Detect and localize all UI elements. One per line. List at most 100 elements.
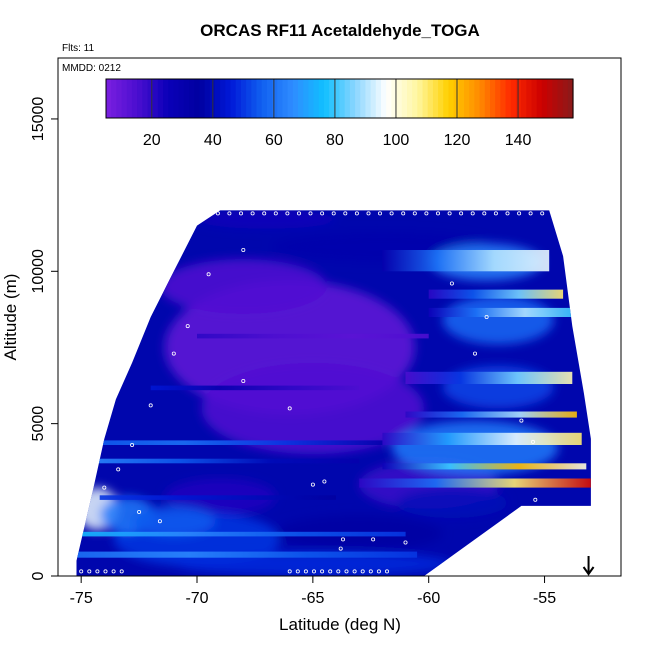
sample-point bbox=[528, 211, 533, 216]
colorbar-tick-label: 140 bbox=[505, 132, 532, 149]
colorbar-cell bbox=[469, 79, 476, 118]
sample-point bbox=[320, 211, 325, 216]
sample-point bbox=[157, 519, 162, 524]
sample-point bbox=[517, 211, 522, 216]
sample-point bbox=[241, 378, 246, 383]
sample-point bbox=[241, 247, 246, 252]
colorbar-cell bbox=[484, 79, 491, 118]
sample-point bbox=[285, 211, 290, 216]
streak-band-8 bbox=[85, 440, 383, 445]
colorbar-cell bbox=[111, 79, 117, 118]
colorbar-cell bbox=[157, 79, 164, 118]
sample-point bbox=[146, 211, 151, 216]
colorbar-cell bbox=[251, 79, 258, 118]
colorbar-cell bbox=[412, 79, 418, 118]
streak-band-3 bbox=[405, 411, 577, 418]
colorbar-cell bbox=[489, 79, 496, 118]
colorbar-cell bbox=[536, 79, 543, 118]
colorbar-tick-label: 120 bbox=[444, 132, 471, 149]
streak-band-4 bbox=[405, 371, 573, 384]
colorbar-cell bbox=[137, 79, 143, 118]
colorbar-cell bbox=[500, 79, 507, 118]
sample-point bbox=[130, 442, 135, 447]
colorbar-cell bbox=[287, 79, 294, 118]
sample-point bbox=[287, 406, 292, 411]
colorbar-cell bbox=[375, 79, 382, 118]
sample-point bbox=[540, 211, 545, 216]
sample-point bbox=[384, 569, 389, 574]
colorbar-cell bbox=[344, 79, 351, 118]
colorbar-cell bbox=[567, 79, 574, 118]
colorbar-cell bbox=[547, 79, 553, 118]
colorbar-cell bbox=[106, 79, 112, 118]
colorbar-tick-label: 20 bbox=[143, 132, 161, 149]
colorbar-cell bbox=[256, 79, 263, 118]
sample-point bbox=[377, 211, 382, 216]
colorbar-cell bbox=[552, 79, 559, 118]
sample-point bbox=[336, 569, 341, 574]
colorbar-cell bbox=[443, 79, 450, 118]
field-blob-4 bbox=[197, 210, 336, 229]
colorbar-cell bbox=[432, 79, 439, 118]
heatmap-blobs bbox=[76, 210, 559, 576]
colorbar-cell bbox=[526, 79, 533, 118]
colorbar-cell bbox=[464, 79, 470, 118]
colorbar-cell bbox=[355, 79, 361, 118]
colorbar-cell bbox=[370, 79, 377, 118]
sample-point bbox=[111, 569, 116, 574]
colorbar-cell bbox=[230, 79, 237, 118]
x-tick-label: -70 bbox=[185, 590, 208, 607]
colorbar-cell bbox=[152, 79, 159, 118]
sample-point bbox=[206, 272, 211, 277]
date-label: MMDD: 0212 bbox=[62, 63, 121, 74]
colorbar-tick-label: 60 bbox=[265, 132, 283, 149]
sample-point bbox=[192, 211, 197, 216]
sample-point bbox=[116, 467, 121, 472]
sample-point bbox=[322, 479, 327, 484]
colorbar: 20 40 60 80 100 120 140 bbox=[105, 78, 574, 149]
streak-band-0 bbox=[359, 478, 591, 488]
colorbar-cell bbox=[194, 79, 200, 118]
plot-border bbox=[57, 57, 622, 577]
colorbar-cell bbox=[292, 79, 299, 118]
sample-point bbox=[119, 569, 124, 574]
colorbar-cell bbox=[272, 79, 278, 118]
sample-point bbox=[519, 418, 524, 423]
sample-point bbox=[343, 211, 348, 216]
colorbar-cell bbox=[531, 79, 538, 118]
heatmap-layer bbox=[76, 210, 591, 576]
sample-point bbox=[103, 569, 108, 574]
colorbar-cell bbox=[438, 79, 444, 118]
sample-point bbox=[204, 211, 209, 216]
field-blob-16 bbox=[132, 506, 216, 537]
colorbar-cell bbox=[297, 79, 304, 118]
colorbar-tick-label: 40 bbox=[204, 132, 222, 149]
colorbar-cell bbox=[266, 79, 273, 118]
colorbar-cell bbox=[121, 79, 128, 118]
sample-point bbox=[533, 497, 538, 502]
colorbar-cell bbox=[396, 79, 403, 118]
sample-point bbox=[185, 324, 190, 329]
flights-label: Flts: 11 bbox=[62, 43, 94, 54]
sample-point bbox=[424, 211, 429, 216]
sample-point bbox=[310, 482, 315, 487]
streak-band-2 bbox=[382, 432, 582, 445]
sample-point bbox=[401, 211, 406, 216]
sample-point bbox=[344, 569, 349, 574]
colorbar-cell bbox=[246, 79, 252, 118]
colorbar-cell bbox=[235, 79, 242, 118]
sample-point bbox=[311, 569, 316, 574]
x-tick-label: -55 bbox=[533, 590, 556, 607]
colorbar-cell bbox=[189, 79, 195, 118]
streak-band-12 bbox=[76, 551, 418, 558]
colorbar-cell bbox=[349, 79, 356, 118]
heatmap-sample-points bbox=[79, 211, 545, 574]
colorbar-cell bbox=[220, 79, 226, 118]
sample-point bbox=[148, 403, 153, 408]
colorbar-cell bbox=[142, 79, 149, 118]
x-tick-label: -75 bbox=[70, 590, 93, 607]
y-axis-label: Altitude (m) bbox=[1, 274, 20, 361]
streak-band-1 bbox=[382, 463, 587, 470]
colorbar-cell bbox=[541, 79, 548, 118]
